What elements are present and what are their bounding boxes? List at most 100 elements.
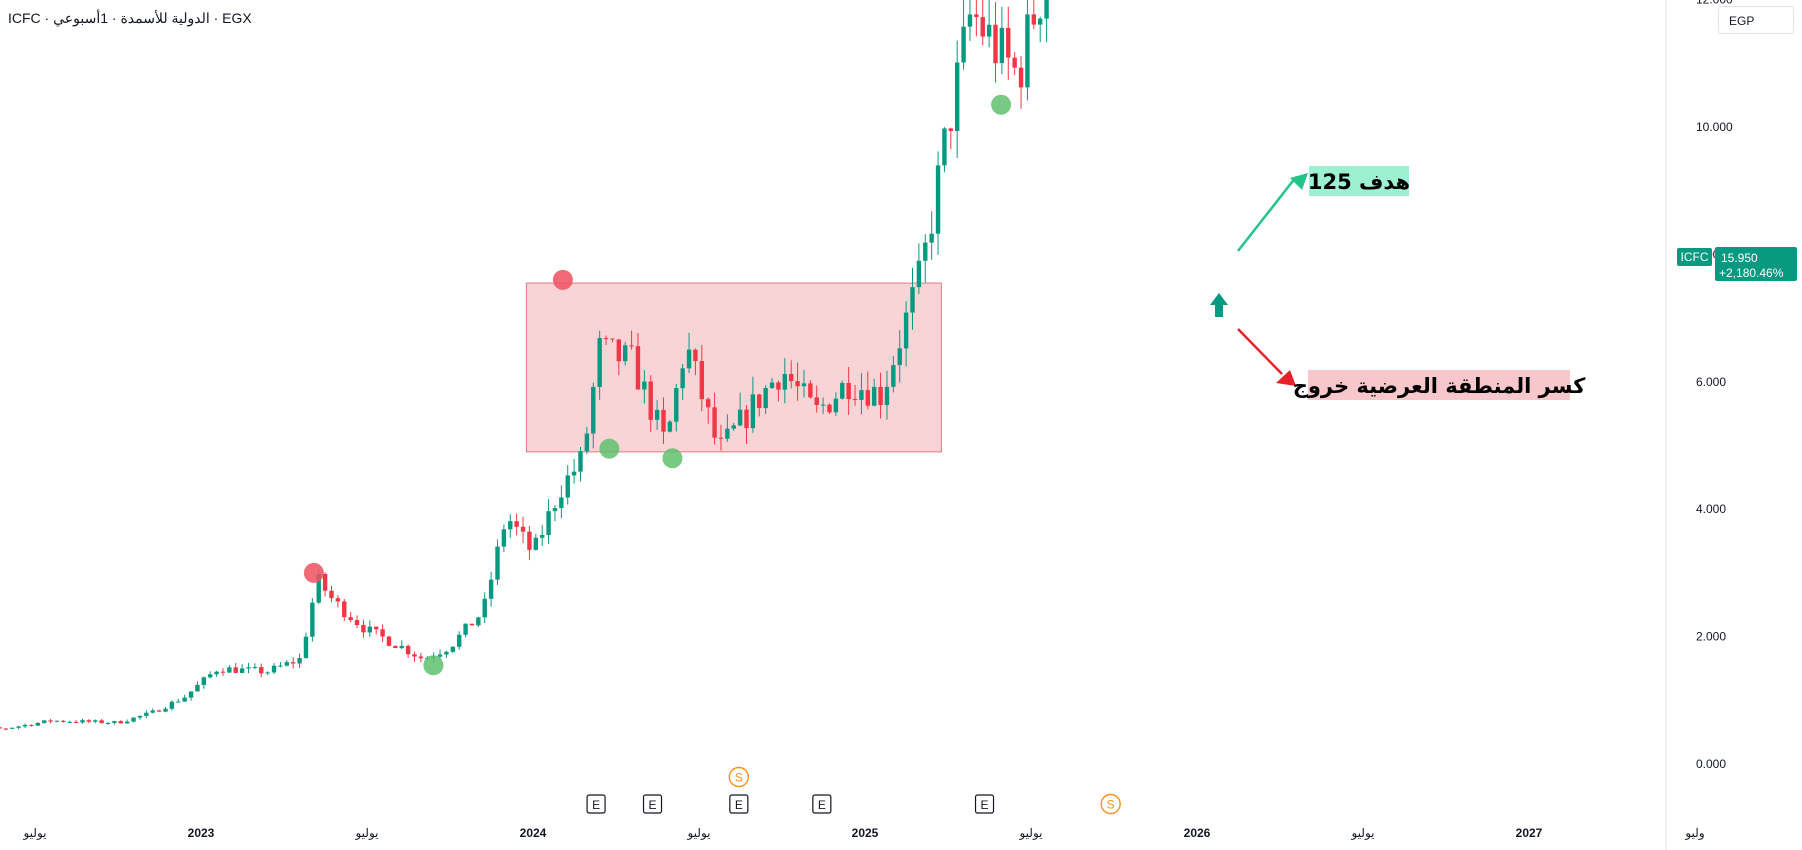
candle-body <box>757 394 762 409</box>
dividend-event-letter: S <box>1107 798 1115 812</box>
badge-price-bg <box>1715 247 1797 281</box>
time-tick-label: يوليو <box>354 826 378 840</box>
candle-body <box>533 537 539 550</box>
candle-body <box>846 382 851 400</box>
candle-body <box>501 529 507 547</box>
candle-body <box>469 623 475 626</box>
candle-body <box>699 361 705 400</box>
candle-body <box>373 626 379 630</box>
candle-body <box>220 671 226 673</box>
swing-low-marker <box>662 448 683 469</box>
candle-body <box>546 511 551 536</box>
candle-body <box>131 717 136 722</box>
candle-body <box>201 677 207 685</box>
candle-body <box>150 710 155 713</box>
candle-body <box>693 349 698 362</box>
price-tick-label: 12.000 <box>1696 0 1733 7</box>
time-tick-label: 2027 <box>1516 826 1543 840</box>
candle-body <box>1037 18 1043 25</box>
time-tick-label: 2025 <box>852 826 879 840</box>
earnings-event-icon <box>729 794 749 814</box>
swing-low-marker <box>599 438 620 459</box>
candle-body <box>386 636 392 646</box>
candle-body <box>559 497 564 509</box>
candle-body <box>335 598 341 602</box>
candle-body <box>910 287 915 313</box>
candle-body <box>3 728 9 730</box>
candle-body <box>195 684 200 692</box>
candle-body <box>578 451 583 472</box>
candle-body <box>897 348 902 366</box>
candle-body <box>361 625 366 633</box>
candle-body <box>393 645 398 649</box>
candle-body <box>508 521 513 530</box>
candle-body <box>993 24 998 64</box>
candle-body <box>86 720 92 722</box>
candle-body <box>980 17 985 37</box>
price-tick-label: 6.000 <box>1696 375 1726 389</box>
candle-body <box>214 671 219 675</box>
swing-low-marker <box>991 94 1012 115</box>
target-arrow-head <box>1290 173 1308 190</box>
candle-body <box>156 710 162 712</box>
last-price-badge: ICFC 15.950 +2,180.46% <box>1677 247 1797 281</box>
candle-body <box>450 646 456 652</box>
candle-body <box>22 724 28 727</box>
time-tick-label: وليو <box>1684 826 1704 840</box>
price-tick-label: 10.000 <box>1696 120 1733 134</box>
earnings-event-letter: E <box>592 798 600 812</box>
candle-body <box>616 339 622 362</box>
candle-body <box>737 409 743 426</box>
candle-body <box>552 508 558 512</box>
candle-body <box>54 720 60 722</box>
time-tick-label: يوليو <box>1350 826 1374 840</box>
candle-body <box>246 667 251 669</box>
target-label: هدف 125 <box>1308 170 1410 194</box>
candle-body <box>354 620 360 626</box>
dividend-event-icon <box>728 766 750 788</box>
earnings-event-letter: E <box>981 798 989 812</box>
candle-body <box>603 338 609 340</box>
candle-body <box>808 383 813 398</box>
candle-body <box>814 397 819 406</box>
candle-body <box>776 382 781 390</box>
candle-body <box>265 672 270 674</box>
candle-body <box>118 721 124 724</box>
currency-selector[interactable]: EGP <box>1718 6 1794 34</box>
badge-symbol: ICFC <box>1681 250 1709 264</box>
candle-body <box>750 394 756 429</box>
candle-body <box>61 720 66 722</box>
price-axis: 0.0002.0004.0006.0008.00010.00012.00014.… <box>1665 0 1733 850</box>
candle-body <box>916 260 922 288</box>
candle-body <box>923 242 928 261</box>
candle-body <box>73 721 79 723</box>
candle-body <box>297 658 302 664</box>
candle-body <box>571 471 577 476</box>
time-tick-label: يوليو <box>1018 826 1042 840</box>
candle-body <box>412 654 417 657</box>
candle-body <box>1018 67 1024 88</box>
price-tick-label: 0.000 <box>1696 757 1726 771</box>
candle-body <box>1031 14 1037 25</box>
candle-body <box>705 399 711 408</box>
dividend-event-icon <box>1100 793 1121 815</box>
candle-body <box>712 407 717 438</box>
swing-high-marker <box>552 269 573 290</box>
candle-body <box>207 674 213 678</box>
earnings-event-letter: E <box>818 798 826 812</box>
candle-body <box>1012 57 1017 68</box>
candle-body <box>342 601 347 618</box>
candle-body <box>227 667 232 673</box>
candle-body <box>597 338 602 387</box>
candle-body <box>329 590 334 599</box>
candle-body <box>884 386 890 406</box>
time-axis: يوليو 2023 يوليو 2024 يوليو 2025 يوليو 2026 يولي… <box>22 826 1704 840</box>
breakdown-arrow <box>1237 328 1283 375</box>
candle-body <box>93 720 98 722</box>
time-tick-label: 2026 <box>1184 826 1211 840</box>
candle-body <box>10 727 15 729</box>
candle-body <box>456 634 462 647</box>
candle-body <box>463 623 468 635</box>
candle-body <box>16 726 21 728</box>
candle-body <box>348 617 353 621</box>
